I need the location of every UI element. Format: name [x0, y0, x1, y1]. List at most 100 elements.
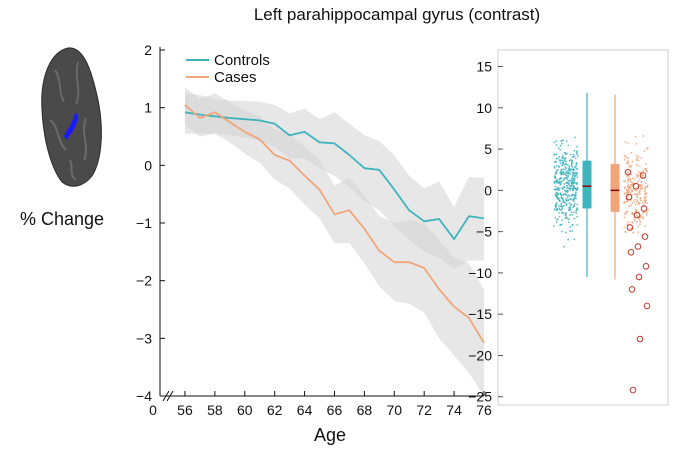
jitter-point-controls	[565, 198, 568, 200]
box-chart: 15 10 5 0 −5 −10 −15 −20 −25	[468, 49, 669, 406]
jitter-point-cases	[623, 216, 626, 219]
jitter-point-cases	[626, 181, 629, 184]
jitter-point-controls	[573, 149, 576, 152]
jitter-point-controls	[571, 156, 574, 158]
jitter-point-controls	[568, 167, 571, 170]
box-y-tick-label: 0	[484, 182, 492, 198]
jitter-point-controls	[564, 168, 566, 171]
side-label: % Change	[20, 209, 104, 229]
jitter-point-controls	[569, 214, 571, 217]
jitter-point-controls	[561, 156, 563, 159]
jitter-point-controls	[555, 165, 558, 167]
jitter-point-controls	[569, 153, 572, 156]
jitter-point-controls	[569, 230, 571, 233]
jitter-point-controls	[565, 174, 568, 177]
jitter-point-controls	[563, 204, 565, 207]
jitter-point-controls	[556, 208, 558, 211]
jitter-point-cases	[642, 212, 644, 215]
jitter-point-cases	[627, 177, 630, 180]
y-tick-label: 1	[144, 100, 152, 116]
jitter-point-controls	[562, 194, 564, 197]
jitter-point-controls	[560, 176, 562, 179]
jitter-point-controls	[559, 144, 562, 147]
jitter-point-controls	[569, 206, 572, 209]
jitter-point-controls	[564, 217, 567, 220]
jitter-point-controls	[572, 187, 575, 190]
jitter-point-controls	[571, 176, 574, 178]
x-tick-label: 70	[386, 402, 402, 418]
jitter-point-cases	[624, 231, 627, 234]
jitter-point-controls	[567, 221, 570, 224]
jitter-point-controls	[554, 204, 557, 207]
jitter-point-controls	[555, 157, 558, 160]
jitter-point-controls	[570, 203, 573, 206]
jitter-point-controls	[554, 185, 557, 188]
jitter-point-controls	[573, 238, 576, 241]
jitter-point-cases	[626, 161, 628, 164]
jitter-point-controls	[568, 180, 571, 183]
jitter-point-controls	[558, 155, 561, 158]
jitter-point-controls	[555, 181, 558, 184]
jitter-point-controls	[575, 212, 577, 215]
jitter-point-cases	[637, 159, 640, 162]
jitter-point-controls	[555, 203, 557, 205]
jitter-point-controls	[553, 225, 555, 227]
box-cases	[610, 163, 620, 212]
jitter-point-controls	[554, 160, 556, 163]
jitter-point-controls	[557, 157, 559, 160]
jitter-point-controls	[571, 198, 573, 201]
jitter-point-cases	[626, 200, 629, 203]
x-tick-label: 58	[207, 402, 223, 418]
jitter-point-cases	[638, 178, 641, 181]
jitter-point-controls	[574, 192, 577, 195]
jitter-point-controls	[565, 216, 568, 219]
jitter-point-cases	[637, 180, 639, 183]
jitter-point-controls	[566, 187, 568, 190]
jitter-point-cases	[640, 174, 643, 176]
jitter-point-cases	[646, 213, 648, 216]
jitter-point-cases	[623, 201, 626, 203]
jitter-point-cases	[641, 184, 643, 187]
jitter-point-cases	[623, 213, 626, 216]
jitter-point-controls	[576, 153, 578, 156]
jitter-point-cases	[634, 193, 636, 196]
jitter-point-controls	[563, 178, 565, 181]
outlier-point	[627, 249, 635, 256]
jitter-point-cases	[638, 202, 641, 205]
jitter-point-cases	[632, 231, 635, 234]
jitter-point-controls	[566, 217, 569, 220]
box-y-tick-label: 5	[484, 141, 492, 157]
jitter-point-controls	[558, 204, 561, 207]
jitter-point-cases	[637, 156, 640, 158]
jitter-point-controls	[559, 223, 562, 226]
jitter-point-controls	[576, 182, 578, 184]
jitter-point-controls	[557, 182, 559, 184]
legend-label-controls: Controls	[214, 52, 270, 69]
jitter-point-cases	[629, 166, 631, 169]
jitter-point-cases	[623, 158, 626, 161]
jitter-point-cases	[631, 211, 634, 214]
outlier-point	[643, 302, 651, 310]
jitter-point-controls	[571, 160, 573, 163]
jitter-point-cases	[627, 194, 630, 197]
jitter-point-controls	[565, 160, 567, 163]
jitter-point-controls	[568, 218, 570, 221]
jitter-point-cases	[636, 215, 639, 218]
jitter-point-controls	[574, 136, 576, 139]
jitter-point-controls	[560, 139, 563, 142]
jitter-point-controls	[560, 173, 563, 176]
jitter-point-controls	[561, 207, 564, 210]
jitter-point-controls	[553, 188, 556, 191]
jitter-point-controls	[553, 182, 556, 185]
jitter-point-cases	[635, 189, 638, 192]
jitter-point-controls	[573, 166, 576, 169]
jitter-point-controls	[567, 169, 570, 172]
jitter-point-controls	[574, 174, 577, 177]
jitter-point-controls	[575, 167, 578, 170]
jitter-point-controls	[561, 163, 564, 166]
jitter-point-controls	[558, 215, 561, 218]
jitter-point-cases	[629, 178, 632, 181]
jitter-point-cases	[628, 175, 631, 178]
jitter-point-cases	[635, 142, 638, 145]
jitter-point-controls	[564, 192, 567, 195]
